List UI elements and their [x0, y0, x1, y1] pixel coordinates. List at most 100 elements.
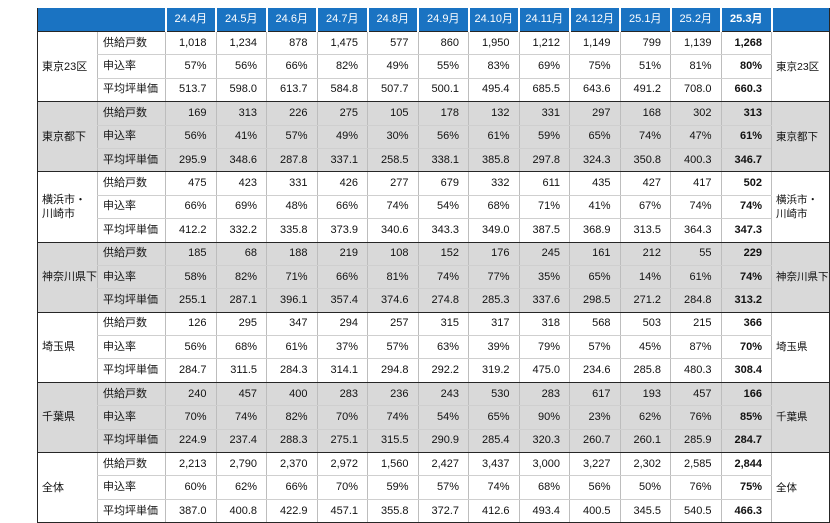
value-cell: 49%	[367, 54, 418, 79]
value-cell: 568	[569, 312, 620, 337]
value-cell: 332	[468, 171, 519, 196]
value-cell: 50%	[619, 475, 671, 500]
table-row: 平均坪単価 295.9 348.6 287.8 337.1 258.5 338.1 385.8…	[38, 148, 830, 173]
value-cell: 368.9	[569, 218, 620, 243]
value-cell: 495.4	[468, 78, 519, 103]
value-cell: 660.3	[720, 78, 772, 103]
value-cell: 178	[417, 101, 469, 126]
month-header: 24.11月	[518, 8, 570, 32]
value-cell: 2,585	[670, 452, 721, 477]
value-cell: 412.6	[468, 499, 519, 523]
value-cell: 284.3	[266, 358, 317, 383]
value-cell: 68%	[518, 475, 570, 500]
region-side-label: 東京23区	[771, 31, 830, 103]
value-cell: 215	[670, 312, 721, 337]
value-cell: 475	[165, 171, 216, 196]
value-cell: 290.9	[417, 429, 469, 454]
value-cell: 74%	[215, 405, 267, 430]
value-cell: 85%	[720, 405, 772, 430]
value-cell: 502	[720, 171, 772, 196]
value-cell: 80%	[720, 54, 772, 79]
table-row: 申込率 70% 74% 82% 70% 74% 54% 65% 90% 23% 62% 76% 85%	[38, 405, 830, 430]
table-row: 横浜市・ 川崎市 供給戸数 475 423 331 426 277 679 332 611 435 4…	[37, 171, 830, 243]
region-side-label: 横浜市・ 川崎市	[771, 171, 830, 243]
value-cell: 277	[367, 171, 418, 196]
metric-label: 供給戸数	[97, 312, 166, 337]
value-cell: 74%	[367, 195, 418, 220]
table-row: 申込率 56% 68% 61% 37% 57% 63% 39% 79% 57% 45% 87% 70%	[38, 335, 830, 360]
metric-label: 申込率	[97, 54, 166, 79]
value-cell: 374.6	[367, 288, 418, 313]
value-cell: 57%	[569, 335, 620, 360]
table-row: 神奈川県下 供給戸数 185 68 188 219 108 152 176 245 161 212 55…	[37, 242, 830, 313]
value-cell: 335.8	[266, 218, 317, 243]
value-cell: 3,000	[518, 452, 570, 477]
monthly-supply-table: 24.4月 24.5月 24.6月 24.7月 24.8月 24.9月 24.10月 24.1…	[37, 8, 830, 523]
metric-label: 申込率	[97, 405, 166, 430]
region-label: 神奈川県下	[37, 242, 98, 313]
metric-label: 平均坪単価	[97, 358, 166, 383]
value-cell: 417	[670, 171, 721, 196]
value-cell: 81%	[367, 265, 418, 290]
value-cell: 295.9	[165, 148, 216, 173]
region-label: 千葉県	[37, 382, 98, 454]
value-cell: 59%	[367, 475, 418, 500]
value-cell: 500.1	[417, 78, 469, 103]
value-cell: 387.0	[165, 499, 216, 523]
table-row: 申込率 57% 56% 66% 82% 49% 55% 83% 69% 75% 51% 81% 80%	[38, 54, 830, 79]
value-cell: 71%	[518, 195, 570, 220]
value-cell: 400.8	[215, 499, 267, 523]
value-cell: 331	[266, 171, 317, 196]
value-cell: 188	[266, 242, 317, 266]
value-cell: 76%	[670, 405, 721, 430]
table-row: 平均坪単価 255.1 287.1 396.1 357.4 374.6 274.8 285.3…	[38, 288, 830, 313]
value-cell: 412.2	[165, 218, 216, 243]
value-cell: 1,212	[518, 31, 570, 56]
value-cell: 345.5	[619, 499, 671, 523]
value-cell: 70%	[165, 405, 216, 430]
metric-label: 申込率	[97, 265, 166, 290]
value-cell: 168	[619, 101, 671, 126]
month-header: 24.5月	[215, 8, 267, 32]
value-cell: 340.6	[367, 218, 418, 243]
value-cell: 400	[266, 382, 317, 407]
value-cell: 35%	[518, 265, 570, 290]
value-cell: 302	[670, 101, 721, 126]
value-cell: 287.1	[215, 288, 267, 313]
value-cell: 62%	[619, 405, 671, 430]
value-cell: 56%	[165, 125, 216, 149]
value-cell: 1,018	[165, 31, 216, 56]
value-cell: 491.2	[619, 78, 671, 103]
value-cell: 66%	[316, 195, 368, 220]
value-cell: 427	[619, 171, 671, 196]
value-cell: 347	[266, 312, 317, 337]
value-cell: 75%	[569, 54, 620, 79]
value-cell: 799	[619, 31, 671, 56]
value-cell: 1,950	[468, 31, 519, 56]
value-cell: 56%	[165, 335, 216, 360]
value-cell: 337.1	[316, 148, 368, 173]
value-cell: 70%	[316, 405, 368, 430]
metric-label: 平均坪単価	[97, 78, 166, 103]
value-cell: 372.7	[417, 499, 469, 523]
value-cell: 271.2	[619, 288, 671, 313]
metric-label: 供給戸数	[97, 101, 166, 126]
region-label: 横浜市・ 川崎市	[37, 171, 98, 243]
value-cell: 292.2	[417, 358, 469, 383]
value-cell: 584.8	[316, 78, 368, 103]
value-cell: 1,234	[215, 31, 267, 56]
table-row: 埼玉県 供給戸数 126 295 347 294 257 315 317 318 568 503 215…	[37, 312, 830, 383]
value-cell: 315.5	[367, 429, 418, 454]
value-cell: 480.3	[670, 358, 721, 383]
value-cell: 611	[518, 171, 570, 196]
value-cell: 236	[367, 382, 418, 407]
value-cell: 530	[468, 382, 519, 407]
value-cell: 346.7	[720, 148, 772, 173]
value-cell: 63%	[417, 335, 469, 360]
value-cell: 56%	[417, 125, 469, 149]
value-cell: 65%	[468, 405, 519, 430]
value-cell: 285.4	[468, 429, 519, 454]
value-cell: 2,844	[720, 452, 772, 477]
value-cell: 257	[367, 312, 418, 337]
month-header: 25.3月	[720, 8, 772, 32]
